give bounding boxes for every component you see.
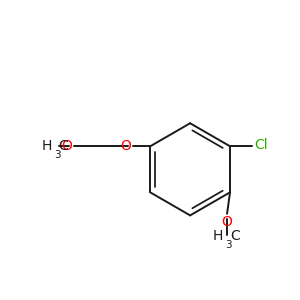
Text: H: H — [42, 139, 52, 153]
Text: 3: 3 — [225, 240, 232, 250]
Text: O: O — [121, 139, 131, 153]
Text: C: C — [59, 139, 68, 153]
Text: H: H — [212, 229, 223, 243]
Text: O: O — [222, 215, 232, 229]
Text: Cl: Cl — [254, 138, 267, 152]
Text: 3: 3 — [55, 150, 61, 160]
Text: C: C — [230, 229, 240, 243]
Text: O: O — [61, 139, 72, 153]
